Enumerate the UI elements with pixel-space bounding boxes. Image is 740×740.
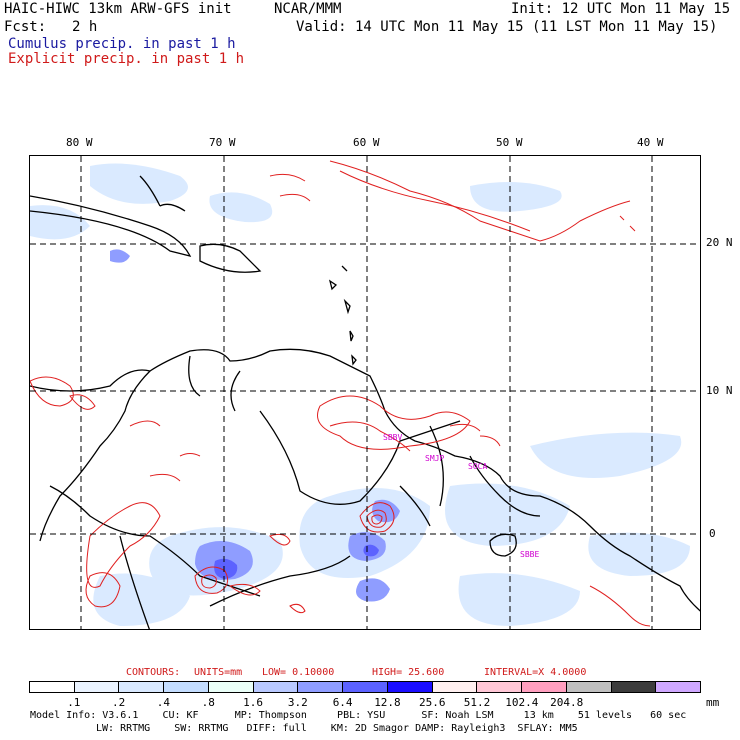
colorbar-tick-label: 204.8 [550,696,584,709]
lat-label-10n: 10 N [706,384,733,397]
colorbar-swatch [477,682,523,692]
contours-units: UNITS=mm [194,667,243,678]
lon-label-70w: 70 W [209,136,236,149]
contours-interval: INTERVAL=X 4.0000 [484,667,587,678]
colorbar-tick-label: .1 [67,696,81,709]
colorbar-tick-label: .8 [201,696,215,709]
coastlines [30,175,700,629]
colorbar-tick-label: 25.6 [419,696,446,709]
forecast-hour: 2 h [72,19,98,35]
station-label-sbbe: SBBE [520,550,540,559]
explicit-field-label: Explicit precip. in past 1 h [8,51,245,67]
station-label-smjp: SMJP [425,454,445,463]
colorbar-swatch [164,682,209,692]
colorbar-swatch [656,682,701,692]
colorbar-swatch [119,682,165,692]
station-label-soca: SOCA [468,462,488,471]
contours-high: HIGH= 25.600 [372,667,445,678]
lat-lon-grid [30,156,700,629]
lat-label-0: 0 [709,527,716,540]
colorbar-tick-label: .4 [156,696,171,709]
colorbar-swatch [611,682,657,692]
institution-label: NCAR/MMM [274,1,342,17]
forecast-label: Fcst: [4,19,47,35]
contours-low: LOW= 0.10000 [262,667,335,678]
colorbar-tick-label: 1.6 [243,696,263,709]
colorbar-tick-label: 51.2 [463,696,491,709]
colorbar-swatch [208,682,254,692]
lat-label-20n: 20 N [706,236,733,249]
precip-colorbar [29,681,701,693]
valid-time: Valid: 14 UTC Mon 11 May 15 (11 LST Mon … [296,19,718,35]
model-title: HAIC-HIWC 13km ARW-GFS init [4,1,232,17]
colorbar-swatch [566,682,612,692]
colorbar-swatch [74,682,120,692]
colorbar-swatch [253,682,299,692]
colorbar-swatch [30,682,75,692]
lon-label-60w: 60 W [353,136,380,149]
model-info-line1: Model Info: V3.6.1 CU: KF MP: Thompson P… [30,710,687,721]
lon-label-50w: 50 W [496,136,523,149]
colorbar-swatch [522,682,567,692]
colorbar-swatch [298,682,344,692]
colorbar-tick-label: 12.8 [374,696,401,709]
model-info-line2: LW: RRTMG SW: RRTMG DIFF: full KM: 2D Sm… [96,723,578,734]
precip-map: SBBV SMJP SOCA SBBE [29,155,701,630]
colorbar-tick-label: .2 [112,696,126,709]
colorbar-tick-label: 102.4 [505,696,539,709]
explicit-precip-contours [30,160,651,627]
colorbar-swatch [343,682,388,692]
colorbar-tick-label: 3.2 [287,696,308,709]
init-time: Init: 12 UTC Mon 11 May 15 [511,1,731,17]
station-label-sbbv: SBBV [383,433,403,442]
colorbar-tick-label: 6.4 [332,696,353,709]
colorbar-swatch [432,682,478,692]
lon-label-40w: 40 W [637,136,664,149]
colorbar-unit: mm [706,696,720,709]
contours-label: CONTOURS: [126,667,181,678]
cumulus-field-label: Cumulus precip. in past 1 h [8,36,236,52]
colorbar-swatch [387,682,433,692]
lon-label-80w: 80 W [66,136,93,149]
